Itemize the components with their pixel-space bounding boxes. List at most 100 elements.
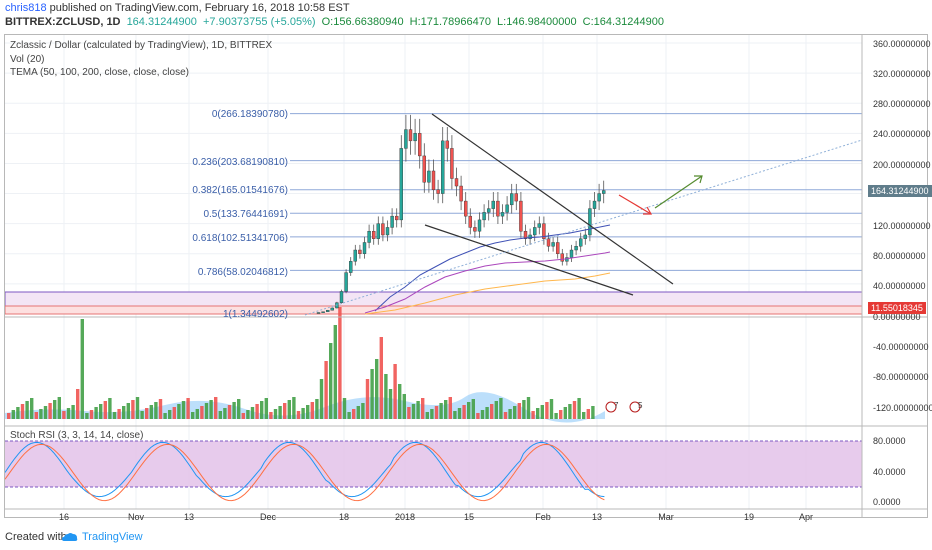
volume-bar	[241, 413, 245, 419]
volume-bar	[103, 401, 107, 419]
author-link[interactable]: chris818	[5, 2, 47, 14]
volume-bar	[39, 409, 43, 419]
candle-body	[537, 223, 541, 228]
flag-icon[interactable]	[605, 401, 617, 413]
volume-bars	[5, 307, 605, 423]
fib-label-0: 0(266.18390780)	[211, 109, 288, 120]
support-zone	[5, 291, 863, 315]
candle-body	[450, 148, 454, 179]
volume-bar	[425, 412, 429, 419]
green-arrow-head	[694, 175, 703, 184]
volume-bar	[131, 400, 135, 419]
price-tick: 80.00000000	[873, 251, 926, 261]
tradingview-brand[interactable]: TradingView	[82, 531, 143, 543]
volume-bar	[315, 399, 319, 419]
candle-body	[533, 227, 537, 236]
volume-bar	[260, 401, 264, 419]
candle-body	[316, 312, 321, 314]
fibonacci-retracement[interactable]	[290, 113, 862, 314]
candle-body	[395, 215, 399, 221]
volume-bar	[158, 399, 163, 419]
dotted-trendline[interactable]	[304, 139, 863, 316]
trendline-drawings[interactable]	[304, 113, 863, 316]
volume-bar	[306, 405, 310, 419]
volume-bar	[480, 410, 485, 419]
volume-bar	[204, 403, 209, 419]
volume-bar	[200, 406, 204, 419]
volume-bar	[517, 403, 521, 419]
volume-bar	[384, 374, 388, 419]
volume-bar	[494, 401, 498, 419]
volume-bar	[582, 412, 586, 419]
volume-bar	[398, 384, 402, 419]
event-badges[interactable]	[605, 401, 641, 413]
volume-bar	[172, 407, 176, 419]
candle-body	[468, 215, 472, 228]
volume-bar	[485, 407, 489, 419]
candle-body	[422, 155, 426, 183]
volume-bar	[301, 408, 305, 419]
stoch-d-line	[5, 443, 605, 502]
volume-bar	[223, 408, 227, 419]
time-tick: 2018	[394, 512, 416, 522]
flag-icon[interactable]	[629, 401, 641, 413]
volume-bar	[163, 413, 167, 419]
volume-bar	[218, 411, 222, 419]
volume-bar	[462, 405, 466, 419]
volume-legend[interactable]: Vol (20)	[10, 54, 45, 65]
time-tick: Mar	[658, 512, 674, 522]
volume-bar	[227, 405, 232, 419]
volume-bar	[439, 403, 443, 419]
candle-body	[321, 311, 325, 313]
stoch-rsi-legend[interactable]: Stoch RSI (3, 3, 14, 14, close)	[10, 430, 144, 441]
zone-price-badge: 11.55018345	[868, 302, 926, 314]
volume-bar	[246, 410, 250, 419]
candle-body	[436, 189, 440, 194]
volume-bar	[577, 398, 581, 419]
volume-bar	[522, 400, 526, 419]
volume-bar	[76, 389, 80, 419]
low-value: L:146.98400000	[497, 16, 577, 28]
volume-bar	[177, 404, 181, 419]
candle-body	[459, 185, 463, 202]
candle-body	[413, 133, 417, 142]
volume-bar	[126, 403, 130, 419]
candle-body	[376, 223, 380, 239]
volume-bar	[250, 407, 255, 419]
candle-body	[326, 310, 330, 312]
tema-legend[interactable]: TEMA (50, 100, 200, close, close, close)	[10, 67, 189, 78]
green-arrow[interactable]	[654, 175, 703, 209]
volume-bar	[11, 410, 15, 419]
candle-body	[602, 190, 606, 194]
symbol-legend[interactable]: Zclassic / Dollar (calculated by Trading…	[10, 40, 273, 51]
volume-bar	[209, 400, 213, 419]
volume-bar	[329, 343, 333, 419]
candle-body	[362, 242, 367, 254]
time-tick: 18	[338, 512, 350, 522]
tema-100-line	[364, 251, 611, 314]
volume-bar	[278, 406, 282, 419]
volume-bar	[135, 397, 140, 419]
volume-bar	[499, 398, 503, 419]
price-chart[interactable]	[5, 35, 927, 517]
price-change: +7.90373755 (+5.05%)	[202, 16, 316, 28]
volume-bar	[503, 412, 508, 419]
candle-body	[579, 238, 583, 247]
volume-bar	[191, 412, 195, 419]
candle-body	[477, 219, 482, 232]
lower-trendline[interactable]	[424, 224, 634, 296]
red-arrow[interactable]	[618, 194, 652, 215]
tradingview-logo-icon[interactable]	[62, 532, 78, 542]
time-tick: 16	[58, 512, 70, 522]
candle-body	[510, 193, 514, 206]
price-tick: 360.00000000	[873, 39, 931, 49]
event-count: 5	[638, 401, 643, 410]
upper-trendline[interactable]	[431, 113, 674, 285]
candle-body	[569, 249, 574, 258]
candle-body	[381, 223, 385, 236]
volume-bar	[545, 402, 549, 419]
candle-body	[523, 230, 528, 239]
volume-bar	[66, 408, 71, 419]
volume-bar	[526, 397, 531, 419]
volume-bar	[591, 406, 595, 419]
